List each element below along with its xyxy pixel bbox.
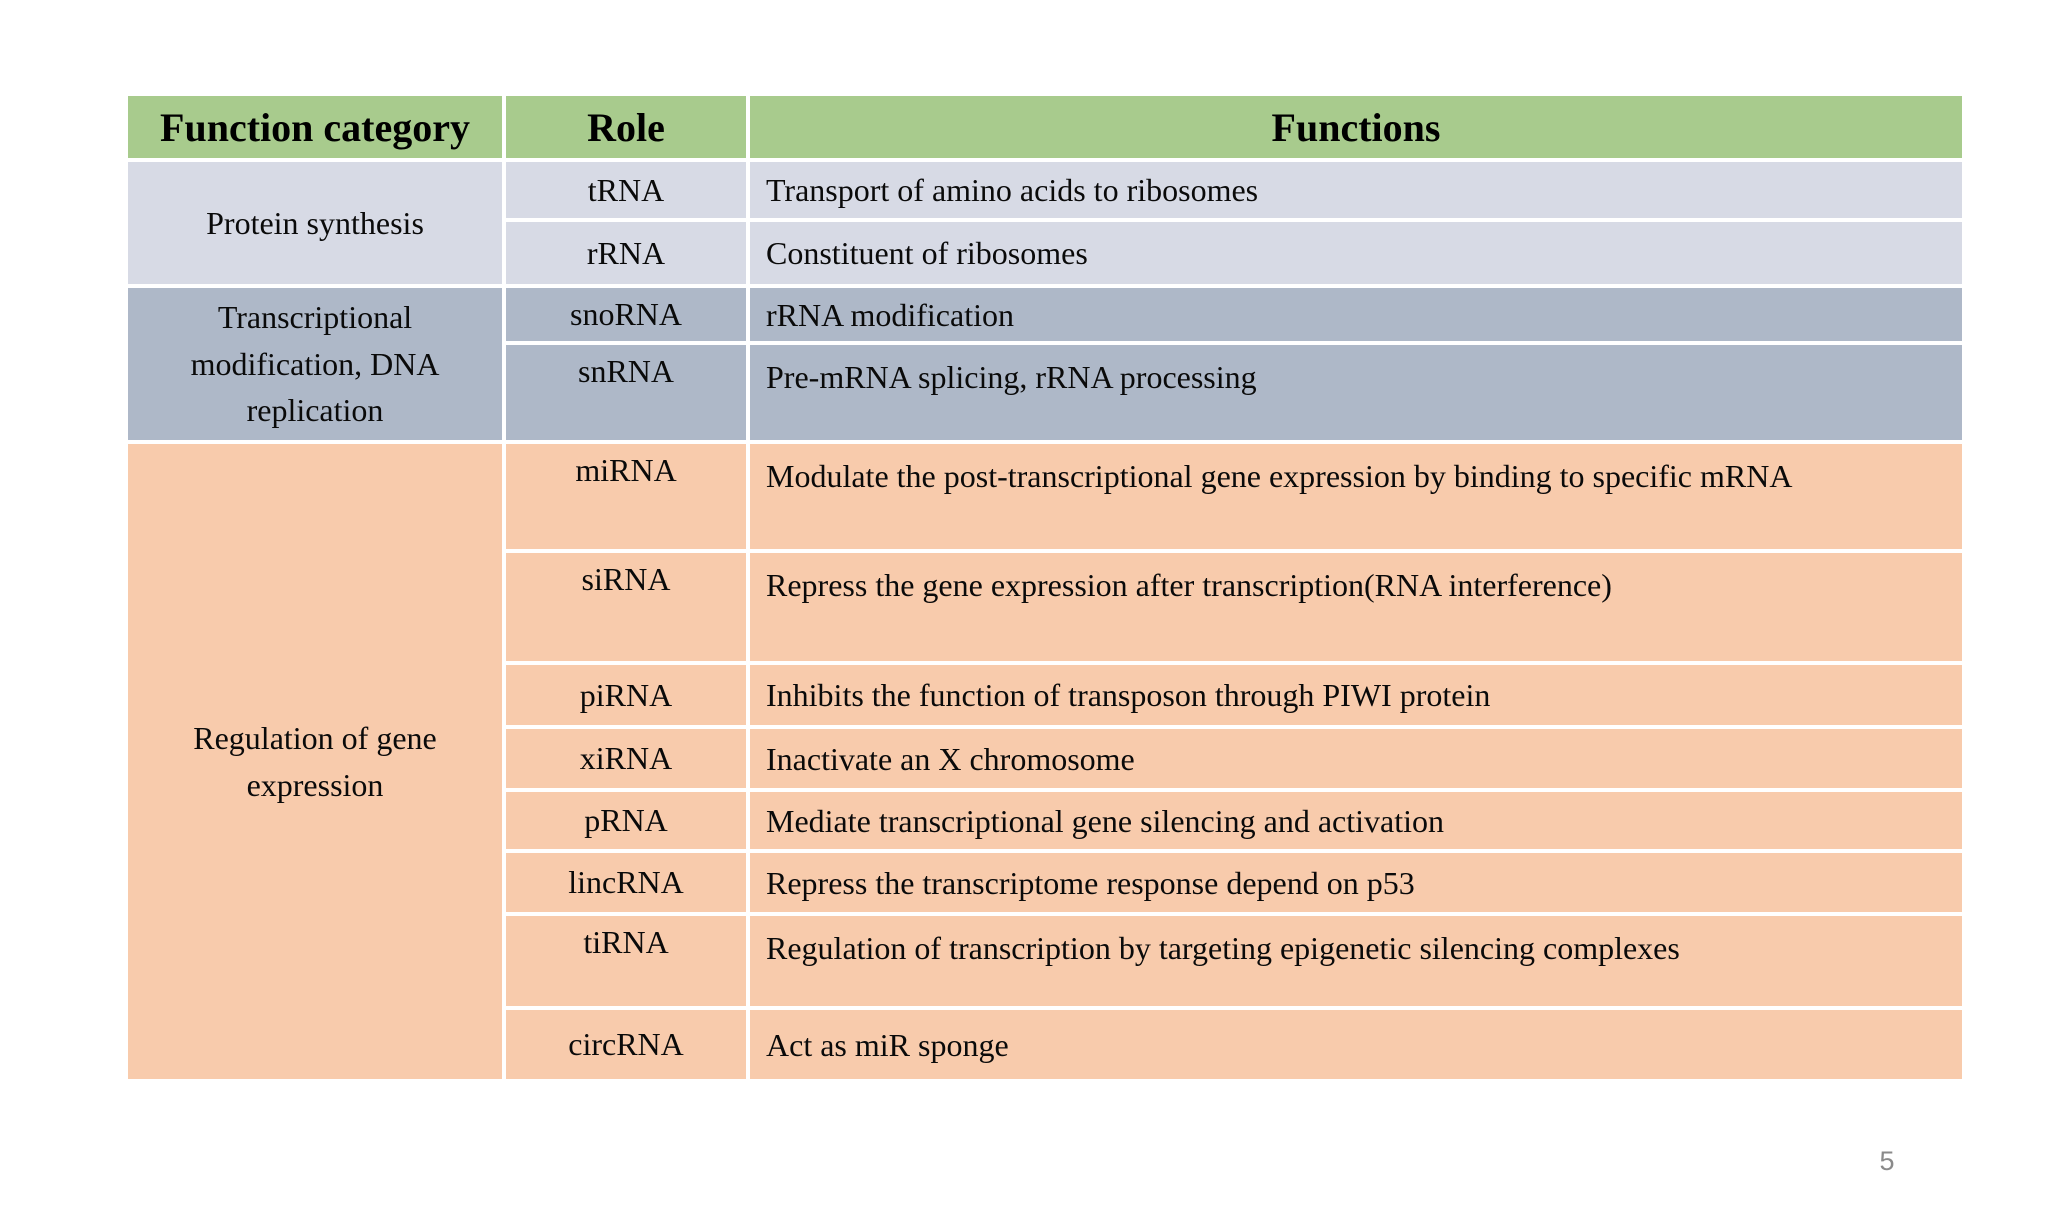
category-cell-regulation-of-gene-expression: Regulation of gene expression (124, 440, 506, 1083)
table-row: Protein synthesis tRNA Transport of amin… (124, 158, 1966, 288)
table-row: lincRNA Repress the transcriptome respon… (126, 849, 1966, 916)
table-row: Regulation of gene expression miRNA Modu… (124, 440, 1966, 1083)
role-cell: miRNA (502, 440, 750, 553)
function-cell: Transport of amino acids to ribosomes (746, 158, 1966, 222)
table-row: siRNA Repress the gene expression after … (126, 549, 1966, 665)
header-function-category: Function category (124, 92, 506, 162)
function-cell: Inactivate an X chromosome (746, 725, 1966, 792)
role-cell: circRNA (502, 1006, 750, 1083)
role-cell: rRNA (502, 218, 750, 288)
function-cell: Inhibits the function of transposon thro… (746, 661, 1966, 729)
role-cell: xiRNA (502, 725, 750, 792)
table-row: xiRNA Inactivate an X chromosome (126, 725, 1966, 792)
function-cell: Repress the gene expression after transc… (746, 549, 1966, 665)
category-cell-protein-synthesis: Protein synthesis (124, 158, 506, 288)
table-row: rRNA Constituent of ribosomes (126, 218, 1966, 288)
slide-page-number: 5 (1879, 1146, 1895, 1176)
function-cell: rRNA modification (746, 284, 1966, 345)
function-cell: Regulation of transcription by targeting… (746, 912, 1966, 1010)
function-cell: Act as miR sponge (746, 1006, 1966, 1083)
role-cell: tiRNA (502, 912, 750, 1010)
function-cell: Pre-mRNA splicing, rRNA processing (746, 341, 1966, 444)
table-row: Transcriptional modification, DNA replic… (124, 284, 1966, 444)
function-cell: Constituent of ribosomes (746, 218, 1966, 288)
function-cell: Mediate transcriptional gene silencing a… (746, 788, 1966, 853)
role-cell: piRNA (502, 661, 750, 729)
header-role: Role (502, 92, 750, 162)
table-row: pRNA Mediate transcriptional gene silenc… (126, 788, 1966, 853)
role-cell: snRNA (502, 341, 750, 444)
table-row: snRNA Pre-mRNA splicing, rRNA processing (126, 341, 1966, 444)
rna-function-table: Function category Role Functions Protein… (124, 92, 1966, 1083)
header-functions: Functions (746, 92, 1966, 162)
role-cell: pRNA (502, 788, 750, 853)
role-cell: lincRNA (502, 849, 750, 916)
function-cell: Modulate the post-transcriptional gene e… (746, 440, 1966, 553)
table-row: tiRNA Regulation of transcription by tar… (126, 912, 1966, 1010)
role-cell: tRNA (502, 158, 750, 222)
category-cell-transcriptional-modification: Transcriptional modification, DNA replic… (124, 284, 506, 444)
table-row: circRNA Act as miR sponge (126, 1006, 1966, 1083)
role-cell: snoRNA (502, 284, 750, 345)
role-cell: siRNA (502, 549, 750, 665)
function-cell: Repress the transcriptome response depen… (746, 849, 1966, 916)
table-header-row: Function category Role Functions (124, 92, 1966, 162)
table-row: piRNA Inhibits the function of transposo… (126, 661, 1966, 729)
